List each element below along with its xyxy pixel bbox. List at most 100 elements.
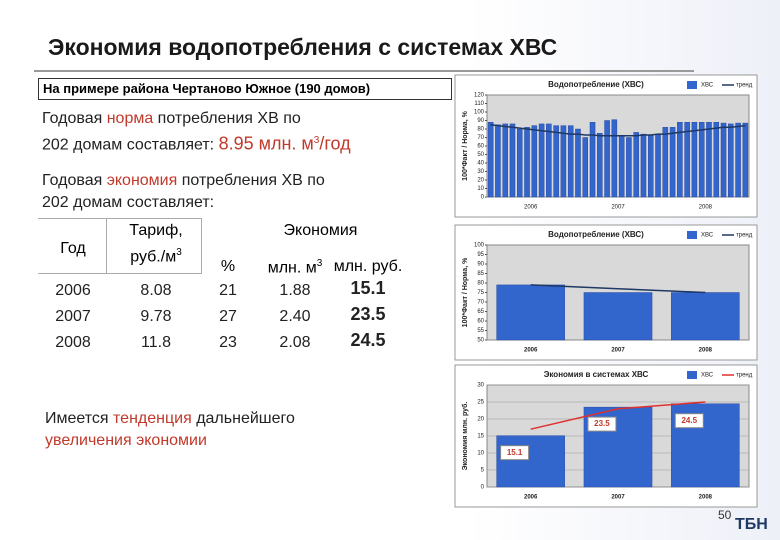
text-part: 3 [316, 258, 323, 269]
x-tick-label: 2007 [611, 348, 625, 354]
text-part: норма [106, 110, 154, 127]
bar [495, 124, 501, 198]
text-line: увеличения экономии [45, 430, 295, 452]
text-line: руб./м3 [110, 242, 202, 268]
trend-line [490, 124, 746, 137]
bar [582, 137, 588, 198]
bar [633, 132, 639, 198]
table-header-line [38, 218, 202, 274]
legend-swatch [687, 231, 697, 239]
y-tick-label: 20 [477, 417, 484, 423]
y-tick-label: 85 [477, 271, 484, 277]
y-tick-label: 0 [481, 485, 485, 491]
y-tick-label: 70 [477, 300, 484, 306]
table-cell: 2007 [55, 308, 91, 325]
bar [502, 123, 508, 198]
title-rule [34, 70, 694, 72]
table-cell: 1.88 [279, 282, 311, 299]
table-header-cell: Экономия [283, 222, 358, 239]
text-part: 8.95 млн. м [218, 133, 314, 154]
bar [553, 125, 559, 198]
y-tick-label: 5 [481, 468, 485, 474]
bar [669, 127, 676, 198]
text-part: Годовая [42, 110, 107, 127]
x-tick-label: 2008 [699, 348, 713, 354]
table-cell: 15.1 [350, 278, 386, 298]
y-tick-label: 30 [477, 383, 484, 389]
table-subheader: % [203, 258, 253, 276]
bar [546, 123, 552, 198]
bar [567, 125, 574, 198]
data-label-box [674, 413, 704, 429]
bar [487, 121, 494, 198]
table-cell: 2.40 [279, 308, 311, 325]
text-line: Тариф, [129, 222, 183, 239]
bar [677, 121, 683, 198]
chart-title: Водопотребление (ХВС) [548, 80, 644, 89]
y-tick-label: 90 [477, 118, 484, 124]
text-part: 202 домам составляет: [42, 136, 219, 154]
bar [735, 122, 741, 198]
table-cell: 8.08 [140, 282, 172, 299]
legend-label: ХВС [701, 233, 714, 239]
y-tick-label: 120 [474, 93, 485, 99]
x-tick-label: 2006 [524, 495, 538, 501]
y-tick-label: 50 [477, 152, 484, 158]
table-subheader: млн. руб. [323, 258, 413, 276]
norm-text: Годовая норма потребления ХВ по 202 домам… [42, 108, 351, 156]
bar [575, 128, 581, 198]
bar [720, 122, 727, 198]
text-part: Имеется [45, 410, 114, 427]
text-part: 202 домам составляет: [42, 194, 215, 211]
table-cell: 9.78 [140, 308, 172, 325]
y-tick-label: 50 [477, 338, 484, 344]
table: Год Тариф, руб./м3 Экономия% млн. м3 млн. руб… [38, 218, 438, 358]
data-label-box [587, 416, 617, 432]
plot-area [486, 94, 750, 198]
table-header-line [106, 218, 107, 274]
y-tick-label: 60 [477, 319, 484, 325]
y-tick-label: 110 [474, 101, 484, 107]
data-label: 15.1 [507, 448, 523, 457]
bar [640, 133, 647, 198]
y-tick-label: 10 [477, 451, 484, 457]
y-tick-label: 25 [477, 400, 484, 406]
y-tick-label: 10 [477, 186, 484, 192]
bar [611, 119, 618, 198]
text-part: 3 [176, 247, 182, 258]
y-tick-label: 70 [477, 135, 484, 141]
y-tick-label: 90 [477, 262, 484, 268]
bar [604, 120, 610, 198]
table-cell: 27 [219, 308, 237, 325]
legend-label: ХВС [701, 83, 714, 89]
bar [560, 125, 567, 198]
text-part: 3 [313, 135, 320, 146]
legend-swatch [687, 81, 697, 89]
text-part: потребления ХВ по [153, 110, 301, 127]
text-line: Имеется тенденция дальнейшего [45, 408, 295, 430]
chart-title: Водопотребление (ХВС) [548, 230, 644, 239]
trend-line [530, 284, 706, 294]
conclusion-text: Имеется тенденция дальнейшего увеличения … [45, 408, 295, 452]
bar [531, 125, 538, 198]
table-header-cell: Тариф, руб./м3 [110, 220, 202, 268]
subtitle: На примере района Чертаново Южное (190 д… [38, 78, 452, 100]
text-part: дальнейшего [191, 410, 295, 427]
x-tick-label: 2007 [611, 495, 625, 501]
y-axis-label: 100*Факт / Норма, % [462, 257, 469, 327]
text-part: тенденция [113, 410, 192, 427]
bar [691, 121, 698, 198]
y-tick-label: 15 [477, 434, 484, 440]
bar [618, 135, 625, 198]
legend-swatch [687, 371, 697, 379]
text-line: 202 домам составляет: [42, 192, 325, 214]
bar [589, 121, 596, 198]
text-part: руб./м [130, 248, 177, 266]
x-tick-label: 2008 [699, 495, 713, 501]
legend-label: тренд [736, 83, 753, 89]
data-label: 24.5 [681, 416, 697, 425]
text-part: млн. руб. [333, 258, 403, 275]
text-line: Годовая экономия потребления ХВ по [42, 170, 325, 192]
y-tick-label: 80 [477, 281, 484, 287]
